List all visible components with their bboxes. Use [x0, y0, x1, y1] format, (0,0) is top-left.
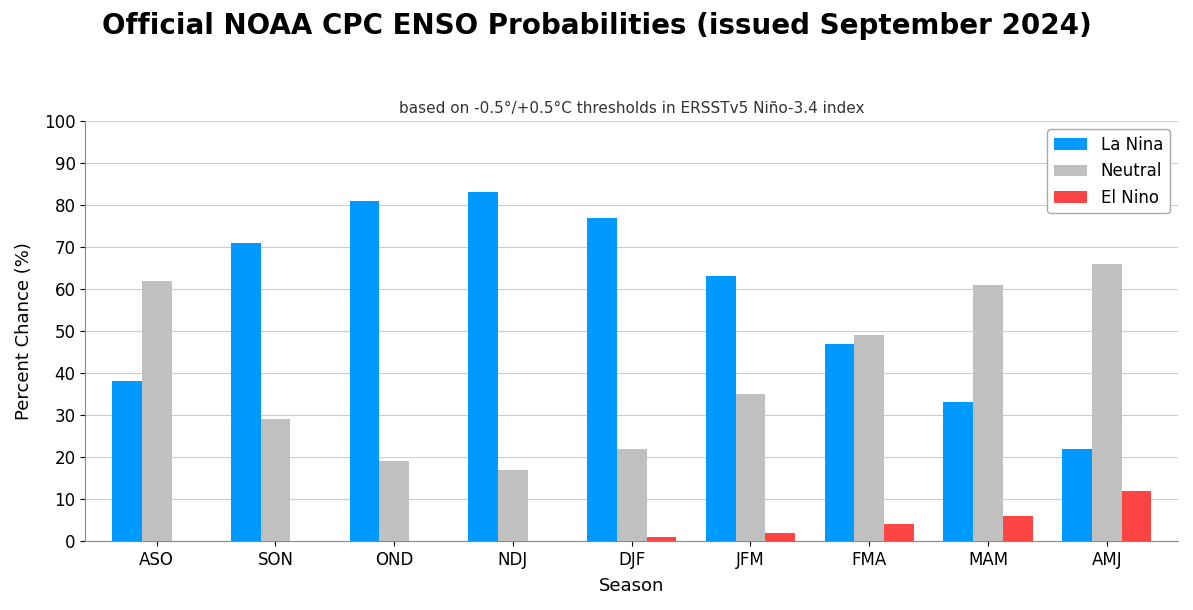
- Title: based on -0.5°/+0.5°C thresholds in ERSSTv5 Niño-3.4 index: based on -0.5°/+0.5°C thresholds in ERSS…: [398, 101, 865, 116]
- Bar: [1092, 264, 1121, 541]
- Bar: [231, 243, 260, 541]
- Bar: [112, 381, 142, 541]
- Bar: [884, 524, 914, 541]
- Bar: [736, 394, 766, 541]
- Bar: [617, 448, 647, 541]
- Text: Official NOAA CPC ENSO Probabilities (issued September 2024): Official NOAA CPC ENSO Probabilities (is…: [101, 12, 1092, 40]
- Bar: [647, 537, 676, 541]
- Bar: [944, 403, 973, 541]
- Bar: [350, 201, 379, 541]
- Bar: [142, 281, 172, 541]
- Bar: [260, 419, 290, 541]
- Bar: [824, 343, 854, 541]
- Bar: [973, 285, 1003, 541]
- Bar: [587, 218, 617, 541]
- Bar: [706, 276, 736, 541]
- Bar: [469, 192, 499, 541]
- Bar: [1121, 490, 1151, 541]
- Bar: [766, 533, 795, 541]
- Legend: La Nina, Neutral, El Nino: La Nina, Neutral, El Nino: [1047, 129, 1169, 214]
- Bar: [379, 461, 409, 541]
- X-axis label: Season: Season: [599, 577, 665, 595]
- Y-axis label: Percent Chance (%): Percent Chance (%): [16, 242, 33, 420]
- Bar: [499, 470, 527, 541]
- Bar: [854, 335, 884, 541]
- Bar: [1062, 448, 1092, 541]
- Bar: [1003, 515, 1032, 541]
